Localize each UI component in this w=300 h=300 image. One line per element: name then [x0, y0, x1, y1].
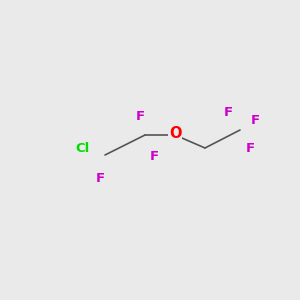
Text: F: F — [245, 142, 255, 154]
Text: F: F — [149, 151, 159, 164]
Text: F: F — [95, 172, 105, 184]
Text: O: O — [169, 125, 181, 140]
Text: Cl: Cl — [75, 142, 89, 154]
Text: F: F — [135, 110, 145, 122]
Text: F: F — [224, 106, 232, 118]
Text: F: F — [250, 113, 260, 127]
